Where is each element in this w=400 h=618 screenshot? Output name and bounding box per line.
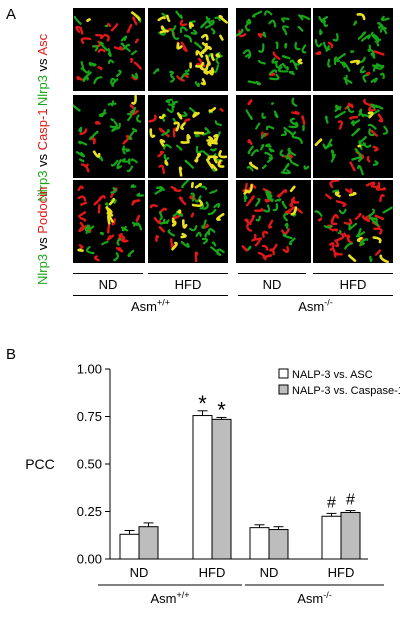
bar-s2-c3 bbox=[268, 529, 289, 560]
bar-s1-c2 bbox=[192, 415, 213, 560]
micrograph-r1-c2 bbox=[148, 8, 228, 91]
diet-label-nd-1: ND bbox=[98, 277, 118, 292]
group-line-diet-3 bbox=[238, 273, 306, 274]
row-label-casp1-target: Casp-1 bbox=[35, 108, 50, 151]
genotype-ko-sup: -/- bbox=[324, 297, 333, 308]
row-label-asc-marker: Nlrp3 bbox=[35, 75, 50, 107]
x-tick-label-0: ND bbox=[130, 565, 149, 580]
y-tick-label-2: 0.50 bbox=[77, 457, 102, 472]
annotation-0: * bbox=[198, 391, 207, 416]
micrograph-r1-c3 bbox=[236, 8, 311, 91]
micrograph-r3-c2 bbox=[148, 180, 228, 263]
bar-s2-c1 bbox=[138, 526, 159, 560]
legend-swatch-1 bbox=[278, 384, 289, 395]
row-label-podocin: Nlrp3 vs Podocin bbox=[33, 186, 53, 285]
micrograph-r1-c1 bbox=[73, 8, 145, 91]
row-label-podocin-vs: vs bbox=[35, 233, 50, 254]
panel-a-letter: A bbox=[6, 6, 17, 23]
y-tick-label-3: 0.75 bbox=[77, 409, 102, 424]
y-tick-label-4: 1.00 bbox=[77, 362, 102, 377]
micrograph-r2-c1 bbox=[73, 95, 145, 178]
annotation-2: # bbox=[327, 494, 336, 511]
micrograph-r3-c4 bbox=[313, 180, 393, 263]
genotype-wt-base: Asm bbox=[130, 299, 157, 314]
x-tick-label-2: ND bbox=[260, 565, 279, 580]
group-label-1: Asm-/- bbox=[297, 590, 332, 606]
row-label-podocin-marker: Nlrp3 bbox=[35, 253, 50, 285]
bar-s2-c2 bbox=[211, 418, 232, 560]
diet-label-hfd-1: HFD bbox=[174, 277, 202, 292]
row-label-asc-target: Asc bbox=[35, 33, 50, 56]
row-label-asc: Nlrp3 vs Asc bbox=[33, 22, 53, 118]
y-tick-label-1: 0.25 bbox=[77, 504, 102, 519]
panel-b-letter: B bbox=[6, 346, 17, 363]
y-axis-label: PCC bbox=[25, 456, 55, 472]
genotype-ko-base: Asm bbox=[298, 299, 325, 314]
y-tick-label-0: 0.00 bbox=[77, 552, 102, 567]
annotation-1: * bbox=[217, 397, 226, 422]
genotype-label-ko: Asm-/- bbox=[238, 297, 393, 314]
legend-label-1: NALP-3 vs. Caspase-1 bbox=[292, 385, 400, 397]
pcc-bar-chart: 0.00 0.25 0.50 0.75 1.00 PCC * * # # ND HFD ND HFD Asm… bbox=[25, 362, 400, 607]
micrograph-r3-c3 bbox=[236, 180, 311, 263]
micrograph-r2-c2 bbox=[148, 95, 228, 178]
bar-s1-c4 bbox=[321, 515, 342, 560]
row-label-casp1-vs: vs bbox=[35, 150, 50, 171]
genotype-line-ko bbox=[238, 295, 393, 296]
genotype-wt-sup: +/+ bbox=[156, 297, 170, 308]
group-line-diet-4 bbox=[313, 273, 393, 274]
micrograph-r1-c4 bbox=[313, 8, 393, 91]
x-tick-label-3: HFD bbox=[328, 565, 355, 580]
legend-label-0: NALP-3 vs. ASC bbox=[292, 369, 373, 381]
genotype-line-wt bbox=[73, 295, 228, 296]
bar-s1-c1 bbox=[119, 533, 140, 560]
micrograph-r2-c4 bbox=[313, 95, 393, 178]
diet-label-nd-2: ND bbox=[262, 277, 282, 292]
diet-label-hfd-2: HFD bbox=[339, 277, 367, 292]
group-label-0: Asm+/+ bbox=[150, 590, 189, 606]
micrograph-r3-c1 bbox=[73, 180, 145, 263]
x-tick-label-1: HFD bbox=[199, 565, 226, 580]
annotation-3: # bbox=[346, 492, 355, 509]
row-label-podocin-target: Podocin bbox=[35, 186, 50, 234]
row-label-asc-vs: vs bbox=[35, 55, 50, 76]
bar-s2-c4 bbox=[340, 511, 361, 560]
micrograph-r2-c3 bbox=[236, 95, 311, 178]
group-line-diet-1 bbox=[73, 273, 143, 274]
bar-s1-c3 bbox=[249, 527, 270, 560]
legend-swatch-0 bbox=[278, 368, 289, 379]
group-line-diet-2 bbox=[148, 273, 228, 274]
genotype-label-wt: Asm+/+ bbox=[73, 297, 228, 314]
